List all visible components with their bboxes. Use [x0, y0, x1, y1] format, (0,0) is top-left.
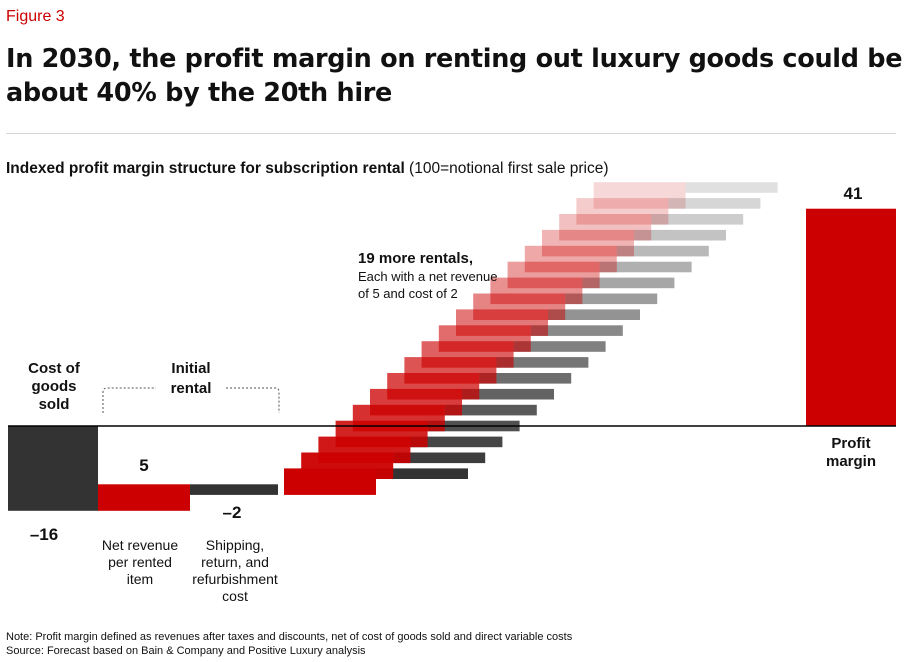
- label-net-revenue-category: per rented: [108, 554, 172, 570]
- label-more-rentals-desc: Each with a net revenue: [358, 269, 497, 284]
- label-net-revenue-category: Net revenue: [102, 537, 178, 553]
- chart-note: Note: Profit margin defined as revenues …: [6, 630, 572, 658]
- label-shipping-category: refurbishment: [192, 571, 278, 587]
- bar-rental-revenue: [576, 198, 669, 225]
- chart-title: In 2030, the profit margin on renting ou…: [6, 44, 903, 108]
- bar-net-revenue: [98, 484, 190, 511]
- label-initial-rental: rental: [171, 380, 212, 397]
- bar-rental-cost: [599, 261, 692, 273]
- value-label-cogs: –16: [30, 525, 58, 544]
- bar-rental-revenue: [542, 229, 634, 257]
- label-shipping-category: cost: [222, 588, 248, 604]
- bar-rental-revenue: [456, 309, 548, 336]
- bar-rental-cost: [548, 309, 640, 320]
- label-initial-rental: Initial: [171, 360, 210, 377]
- subtitle-rest: (100=notional first sale price): [404, 160, 609, 177]
- label-net-revenue-category: item: [127, 571, 153, 587]
- bar-cost-of-goods-sold: [8, 426, 98, 511]
- label-more-rentals-desc: of 5 and cost of 2: [358, 286, 458, 301]
- label-shipping-category: return, and: [201, 554, 269, 570]
- bar-rental-cost: [513, 341, 606, 352]
- label-profit-category: Profit: [831, 435, 870, 452]
- value-label-net-revenue: 5: [139, 456, 148, 475]
- source-line: Source: Forecast based on Bain & Company…: [6, 645, 366, 657]
- bar-rental-cost: [565, 293, 658, 305]
- bar-rental-cost: [634, 229, 726, 241]
- bar-rental-cost: [410, 436, 503, 448]
- label-profit-category: margin: [826, 453, 876, 470]
- title-divider: [6, 133, 896, 134]
- bar-rental-revenue: [593, 182, 686, 209]
- bar-rental-cost: [444, 404, 537, 416]
- label-cogs-heading: goods: [32, 378, 77, 395]
- initial-rental-brace: [102, 387, 280, 413]
- bar-rental-cost: [651, 214, 744, 225]
- bar-shipping-cost: [190, 484, 278, 495]
- bar-rental-cost: [376, 468, 468, 479]
- bar-rental-cost: [530, 325, 623, 336]
- subtitle-bold: Indexed profit margin structure for subs…: [6, 160, 405, 177]
- bar-rental-revenue: [507, 261, 600, 289]
- bar-rental-revenue: [524, 245, 617, 273]
- value-label-shipping: –2: [223, 503, 242, 522]
- bar-rental-revenue: [490, 277, 583, 305]
- note-line: Note: Profit margin defined as revenues …: [6, 631, 573, 643]
- bar-rental-cost: [393, 452, 486, 464]
- bar-rental-cost: [462, 388, 554, 400]
- label-cogs-heading: Cost of: [28, 360, 81, 377]
- bar-rental-cost: [479, 373, 572, 384]
- label-shipping-category: Shipping,: [206, 537, 264, 553]
- bar-rental-cost: [616, 245, 709, 257]
- chart-subtitle: Indexed profit margin structure for subs…: [6, 160, 609, 178]
- figure-label: Figure 3: [6, 8, 65, 25]
- bar-rental-revenue: [559, 214, 652, 241]
- bar-profit-margin: [806, 208, 896, 426]
- bar-rental-cost: [668, 198, 761, 209]
- bar-rental-cost: [496, 357, 589, 368]
- bar-rental-revenue: [473, 293, 566, 320]
- bar-rental-cost: [685, 182, 778, 193]
- bar-rental-cost: [582, 277, 675, 289]
- label-cogs-heading: sold: [39, 396, 70, 413]
- value-label-profit: 41: [844, 184, 863, 203]
- label-more-rentals-heading: 19 more rentals,: [358, 250, 473, 267]
